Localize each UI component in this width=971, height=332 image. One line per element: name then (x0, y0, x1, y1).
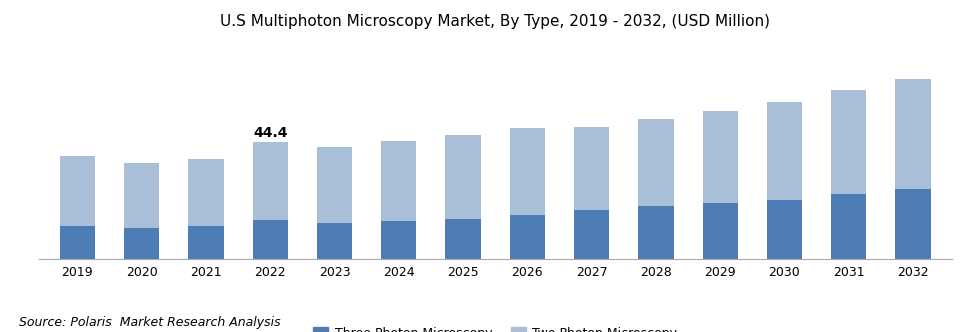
Bar (510, 128, 545, 215)
Bar (446, 135, 481, 219)
Bar (60, 156, 95, 226)
Bar (574, 127, 610, 210)
Bar (252, 220, 288, 259)
Bar (188, 226, 223, 259)
Bar (638, 119, 674, 206)
Text: 44.4: 44.4 (253, 126, 287, 140)
Bar (895, 189, 930, 259)
Title: U.S Multiphoton Microscopy Market, By Type, 2019 - 2032, (USD Million): U.S Multiphoton Microscopy Market, By Ty… (220, 14, 770, 29)
Bar (60, 226, 95, 259)
Bar (702, 204, 738, 259)
Bar (188, 159, 223, 226)
Bar (317, 147, 352, 222)
Bar (317, 222, 352, 259)
Bar (767, 102, 802, 200)
Bar (510, 215, 545, 259)
Bar (767, 200, 802, 259)
Bar (638, 206, 674, 259)
Bar (895, 79, 930, 189)
Bar (381, 141, 417, 221)
Bar (446, 219, 481, 259)
Bar (574, 210, 610, 259)
Bar (381, 221, 417, 259)
Bar (124, 228, 159, 259)
Bar (831, 90, 866, 194)
Legend: Three Photon Microscopy, Two Photon Microscopy: Three Photon Microscopy, Two Photon Micr… (309, 322, 682, 332)
Bar (702, 111, 738, 204)
Bar (831, 194, 866, 259)
Bar (124, 163, 159, 228)
Bar (252, 142, 288, 220)
Text: Source: Polaris  Market Research Analysis: Source: Polaris Market Research Analysis (19, 316, 281, 329)
